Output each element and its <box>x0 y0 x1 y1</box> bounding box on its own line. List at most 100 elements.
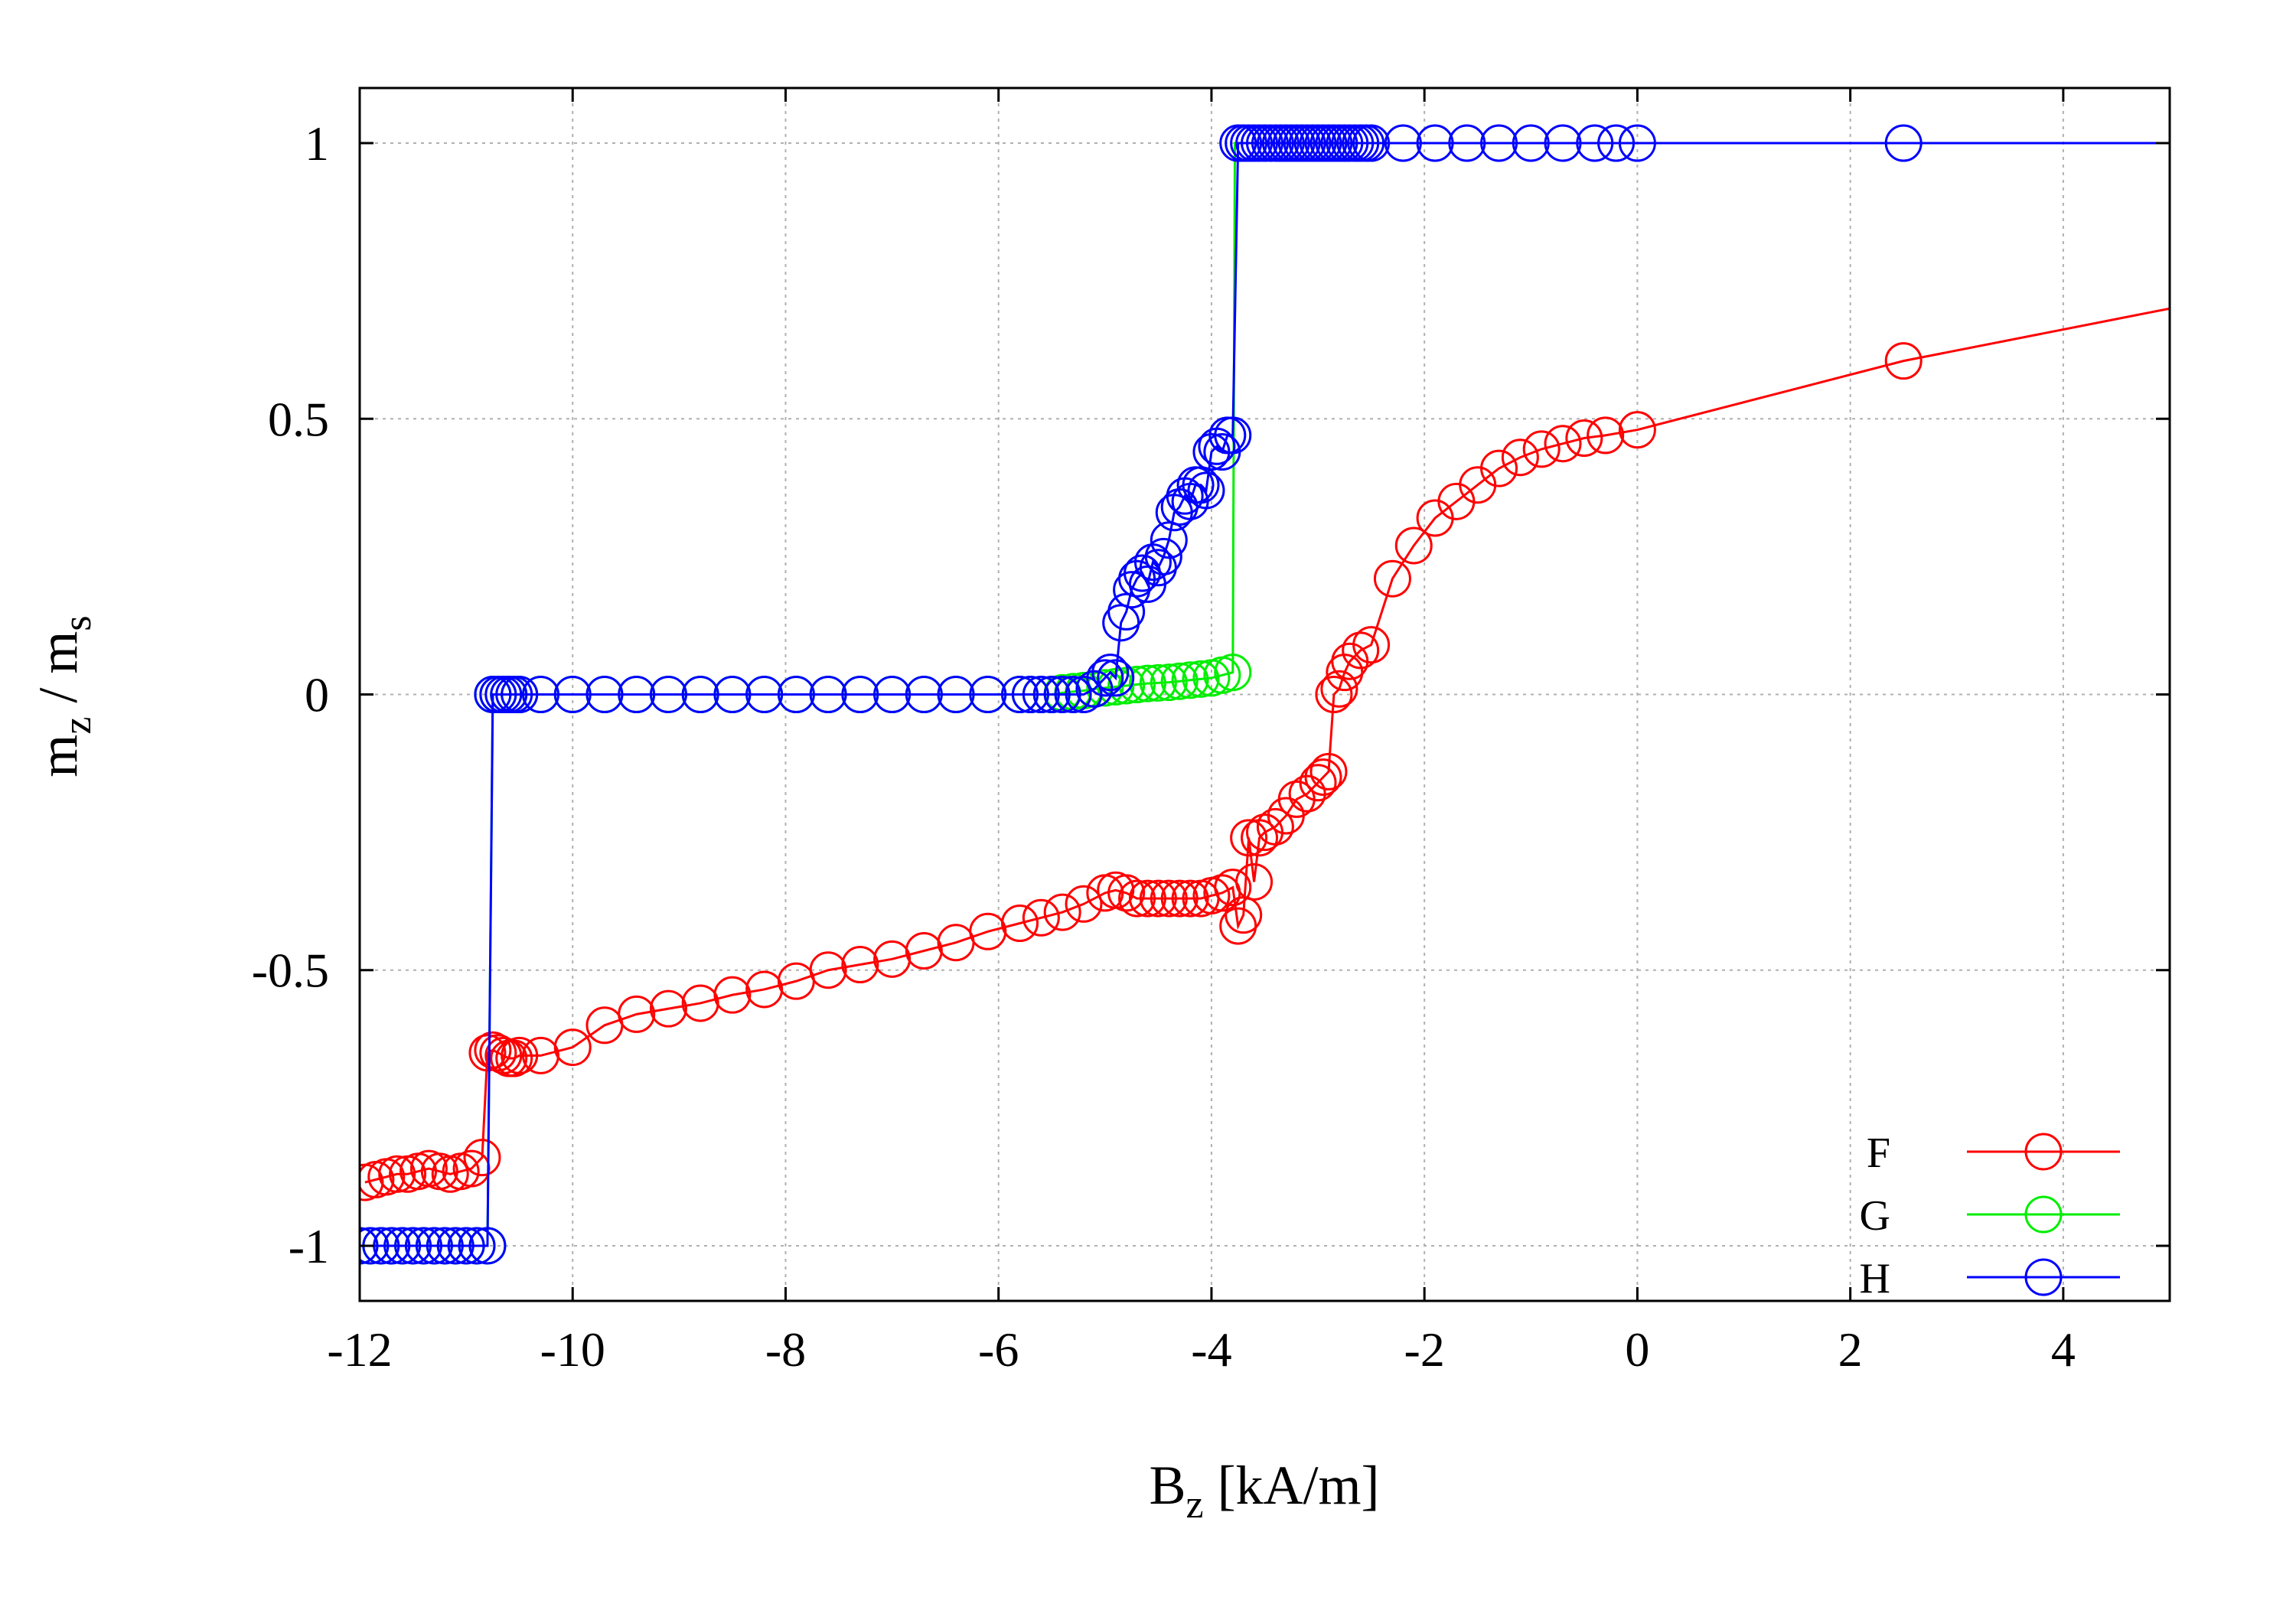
data-point-F <box>1373 559 1411 598</box>
data-point-H <box>522 676 559 713</box>
data-point-F <box>495 1039 533 1077</box>
data-point-H <box>1597 124 1636 162</box>
data-point-F <box>1352 626 1391 664</box>
data-point-H <box>1480 124 1518 162</box>
data-point-F <box>1139 879 1177 918</box>
data-point-F <box>1342 631 1380 670</box>
data-point-F <box>1544 425 1582 463</box>
data-point-F <box>649 989 687 1028</box>
data-point-F <box>1214 869 1252 907</box>
data-point-H <box>681 676 719 713</box>
data-point-F <box>713 976 752 1014</box>
x-tick-label: -8 <box>765 1322 806 1377</box>
data-point-F <box>1480 449 1518 487</box>
data-point-H <box>1032 676 1071 713</box>
data-point-G <box>1139 663 1177 702</box>
data-point-F <box>1065 885 1103 923</box>
data-point-H <box>404 1227 442 1265</box>
data-point-H <box>1384 124 1422 162</box>
data-point-H <box>1187 471 1225 510</box>
data-point-F <box>618 995 656 1033</box>
data-point-H <box>394 1227 432 1265</box>
data-point-H <box>1618 124 1656 162</box>
data-point-F <box>1618 411 1656 449</box>
data-point-G <box>1128 664 1166 702</box>
data-point-G <box>1118 666 1156 704</box>
data-point-H <box>873 676 912 713</box>
x-tick-label: -6 <box>978 1322 1019 1377</box>
data-point-F <box>1501 438 1539 477</box>
data-point-H <box>1544 124 1582 162</box>
data-point-H <box>383 1227 422 1265</box>
x-tick-label: -12 <box>327 1322 392 1377</box>
data-point-F <box>809 951 847 989</box>
y-tick-label: -1 <box>289 1219 329 1273</box>
y-tick-label: 1 <box>305 116 329 171</box>
data-point-H <box>1150 521 1188 559</box>
data-point-H <box>1107 592 1146 631</box>
data-point-H <box>415 1227 453 1265</box>
legend-label-G: G <box>1860 1192 1890 1240</box>
data-point-H <box>1182 466 1220 504</box>
data-point-G <box>1214 654 1252 692</box>
data-point-H <box>745 676 784 713</box>
data-point-F <box>1256 807 1294 846</box>
data-point-F <box>1522 430 1561 468</box>
data-point-H <box>1022 676 1060 713</box>
data-point-H <box>1448 124 1486 162</box>
data-point-F <box>1160 879 1199 918</box>
data-point-F <box>1043 893 1081 931</box>
data-point-F <box>1171 879 1209 918</box>
data-point-H <box>1043 676 1081 713</box>
data-point-H <box>373 1227 411 1265</box>
data-point-H <box>585 676 624 713</box>
ticks <box>358 88 2170 1301</box>
x-tick-label: 0 <box>1625 1322 1649 1377</box>
data-point-F <box>1315 676 1353 713</box>
x-tick-label: -10 <box>540 1322 605 1377</box>
data-point-H <box>360 1227 390 1265</box>
y-axis-title-part1: m <box>28 735 89 777</box>
x-tick-label: -2 <box>1404 1322 1445 1377</box>
y-axis-title-mid: / m <box>28 631 89 717</box>
legend-label-H: H <box>1860 1255 1890 1302</box>
data-point-H <box>777 676 815 713</box>
data-point-G <box>1160 662 1199 700</box>
x-tick-label: 2 <box>1838 1322 1863 1377</box>
data-point-H <box>649 676 687 713</box>
data-point-H <box>501 676 539 713</box>
data-point-H <box>1884 124 1923 162</box>
y-axis-title: mz / ms <box>28 615 99 777</box>
data-point-H <box>1416 124 1454 162</box>
series-layer <box>360 124 2170 1265</box>
data-point-F <box>378 1155 416 1193</box>
data-point-G <box>1150 663 1188 702</box>
data-point-F <box>1304 758 1342 797</box>
data-point-H <box>1512 124 1550 162</box>
y-axis-title-sub1: z <box>56 717 99 735</box>
data-point-H <box>458 1227 496 1265</box>
x-tick-label: -4 <box>1191 1322 1231 1377</box>
data-point-H <box>937 676 975 713</box>
data-point-H <box>1097 659 1135 697</box>
data-point-H <box>1054 676 1092 713</box>
data-point-F <box>1394 526 1433 565</box>
data-point-F <box>1118 879 1156 918</box>
series-F <box>360 307 2170 1201</box>
data-point-H <box>360 1227 379 1265</box>
legend-label-F: F <box>1867 1129 1890 1177</box>
data-point-H <box>809 676 847 713</box>
y-tick-labels: -1 -0.5 0 0.5 1 <box>252 116 329 1273</box>
data-point-H <box>1011 676 1049 713</box>
series-H <box>360 124 2170 1265</box>
data-point-F <box>1299 764 1337 802</box>
data-point-H <box>426 1227 464 1265</box>
y-axis-title-sub2: s <box>56 615 99 631</box>
data-point-H <box>553 676 592 713</box>
legend-marker-G <box>2024 1195 2063 1234</box>
data-point-H <box>468 1227 507 1265</box>
data-point-F <box>1022 898 1060 937</box>
data-point-F <box>1309 752 1348 790</box>
